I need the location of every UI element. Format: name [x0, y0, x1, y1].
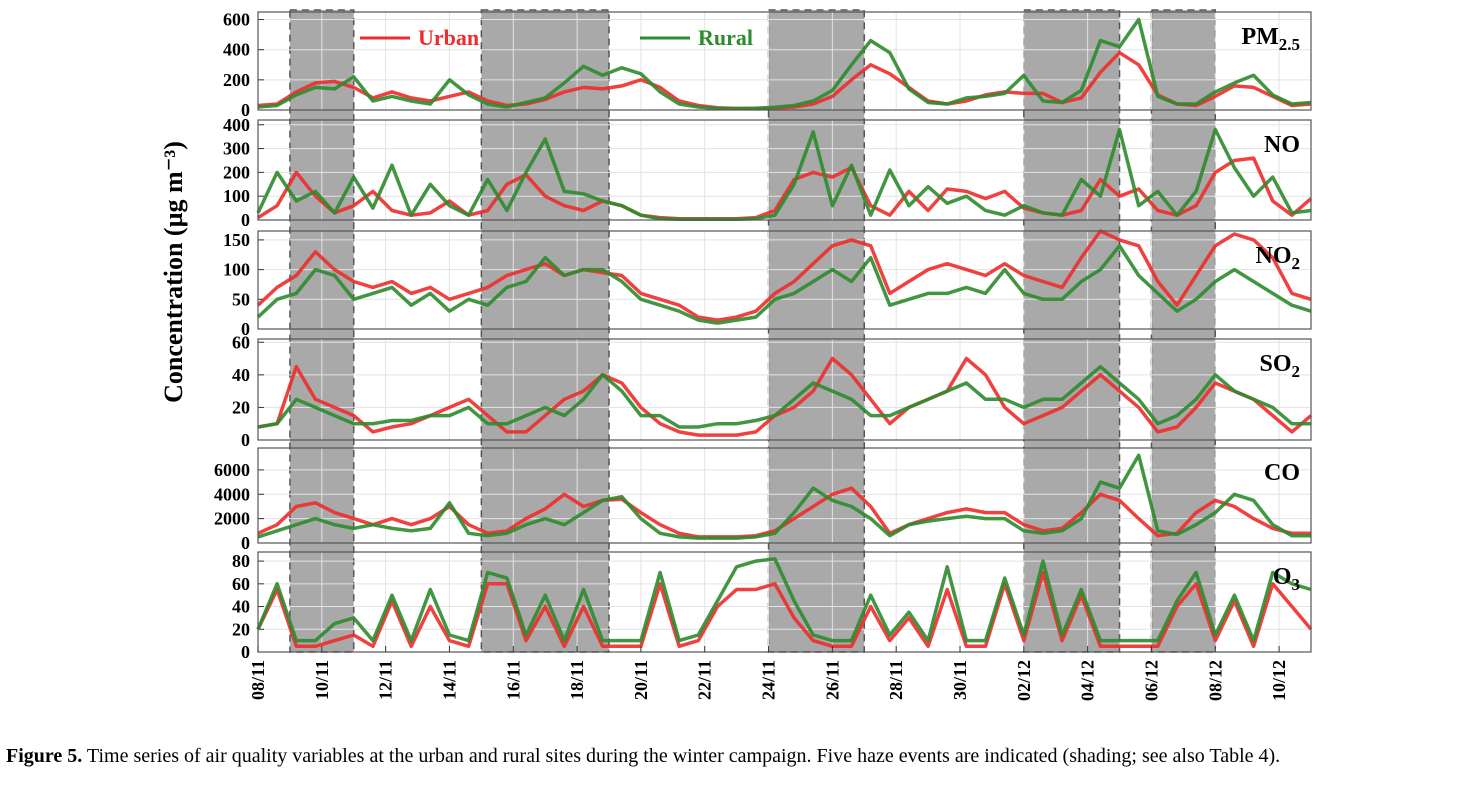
panel-frame	[257, 338, 1312, 441]
x-tick-label: 16/11	[503, 660, 523, 700]
panel-no2: 0 50 100 150 NO2	[223, 229, 1312, 339]
y-tick-label: 40	[232, 365, 250, 385]
x-tick-labels: 08/11 10/11 12/11 14/11 16/11 18/11 20/11 22/11…	[248, 646, 1289, 701]
x-tick-label: 24/11	[759, 660, 779, 700]
series-line-rural	[257, 453, 1311, 540]
panel-co: 0 2000 4000 6000 CO	[214, 447, 1312, 553]
legend: Urban Rural	[360, 25, 753, 50]
caption-text: Time series of air quality variables at …	[82, 745, 1281, 767]
figure-svg: 0200400600PM2.50100200300400NO050100150N…	[159, 9, 1313, 701]
panel-frame	[257, 447, 1312, 544]
panel-frame	[257, 119, 1312, 221]
x-tick-label: 30/11	[950, 660, 970, 700]
y-tick-label: 200	[223, 162, 250, 182]
y-tick-label: 60	[232, 574, 250, 594]
panel-label: O3	[1273, 564, 1300, 594]
x-tick-label: 12/11	[376, 660, 396, 700]
panel-frame	[257, 11, 1312, 111]
panel-label: NO	[1264, 132, 1300, 158]
y-tick-label: 0	[241, 430, 250, 450]
figure-caption: Figure 5. Time series of air quality var…	[6, 742, 1476, 770]
y-tick-label: 400	[223, 40, 250, 60]
haze-event-4	[1023, 9, 1121, 653]
x-tick-label: 10/11	[312, 660, 332, 700]
x-tick-label: 18/11	[567, 660, 587, 700]
series-line-urban	[256, 570, 1313, 649]
y-tick-label: 60	[232, 332, 250, 352]
haze-event-5	[1150, 9, 1217, 653]
panels-layer: 0200400600PM2.50100200300400NO050100150N…	[214, 10, 1313, 662]
y-tick-label: 4000	[214, 484, 250, 504]
y-tick-label: 150	[223, 230, 250, 250]
y-tick-label: 20	[232, 619, 250, 639]
panel-pm25: 0 200 400 600 PM2.5	[223, 10, 1312, 120]
x-tick-label: 28/11	[886, 660, 906, 700]
series-line-rural	[257, 17, 1312, 111]
x-tick-label: 04/12	[1078, 660, 1098, 701]
series-line-rural	[257, 364, 1311, 429]
y-tick-label: 0	[241, 210, 250, 230]
y-tick-label: 0	[241, 100, 250, 120]
x-tick-label: 08/11	[248, 660, 268, 700]
y-tick-label: 50	[232, 289, 250, 309]
x-tick-label: 06/12	[1141, 660, 1161, 701]
series-line-rural	[256, 244, 1312, 325]
x-tick-label: 22/11	[695, 660, 715, 700]
series-line-rural	[256, 127, 1312, 222]
x-tick-label: 14/11	[439, 660, 459, 700]
series-line-rural	[256, 557, 1312, 643]
panel-no: 0 100 200 300 400 NO	[223, 115, 1313, 230]
x-tick-label: 08/12	[1205, 660, 1225, 701]
y-tick-label: 200	[223, 70, 250, 90]
panel-label: NO2	[1256, 243, 1301, 273]
panel-frame	[257, 230, 1312, 330]
y-tick-label: 2000	[214, 509, 250, 529]
haze-event-2	[480, 9, 610, 653]
panel-so2: 0 20 40 60 SO2	[232, 332, 1313, 450]
y-tick-label: 400	[223, 115, 250, 135]
legend-label-urban: Urban	[418, 25, 479, 50]
y-tick-label: 300	[223, 139, 250, 159]
y-axis-label: Concentration (µg m⁻³)	[159, 141, 188, 403]
y-tick-label: 100	[223, 260, 250, 280]
background-layer	[289, 9, 1217, 653]
y-tick-label: 0	[241, 319, 250, 339]
panel-label: CO	[1264, 460, 1300, 486]
y-tick-label: 0	[241, 533, 250, 553]
y-tick-label: 100	[223, 186, 250, 206]
y-tick-label: 0	[241, 642, 250, 662]
y-tick-label: 600	[223, 10, 250, 30]
panel-frame	[257, 551, 1312, 653]
y-tick-label: 80	[232, 551, 250, 571]
x-tick-label: 20/11	[631, 660, 651, 700]
x-tick-label: 02/12	[1014, 660, 1034, 701]
panel-label: PM2.5	[1241, 24, 1300, 54]
x-tick-label: 10/12	[1269, 660, 1289, 701]
haze-event-3	[767, 9, 866, 653]
panel-label: SO2	[1259, 351, 1300, 381]
y-tick-label: 20	[232, 397, 250, 417]
legend-label-rural: Rural	[698, 25, 753, 50]
series-line-urban	[256, 229, 1312, 322]
y-tick-label: 40	[232, 597, 250, 617]
caption-label: Figure 5.	[6, 745, 83, 767]
x-tick-label: 26/11	[822, 660, 842, 700]
y-tick-label: 6000	[214, 460, 250, 480]
haze-event-1	[289, 9, 355, 653]
